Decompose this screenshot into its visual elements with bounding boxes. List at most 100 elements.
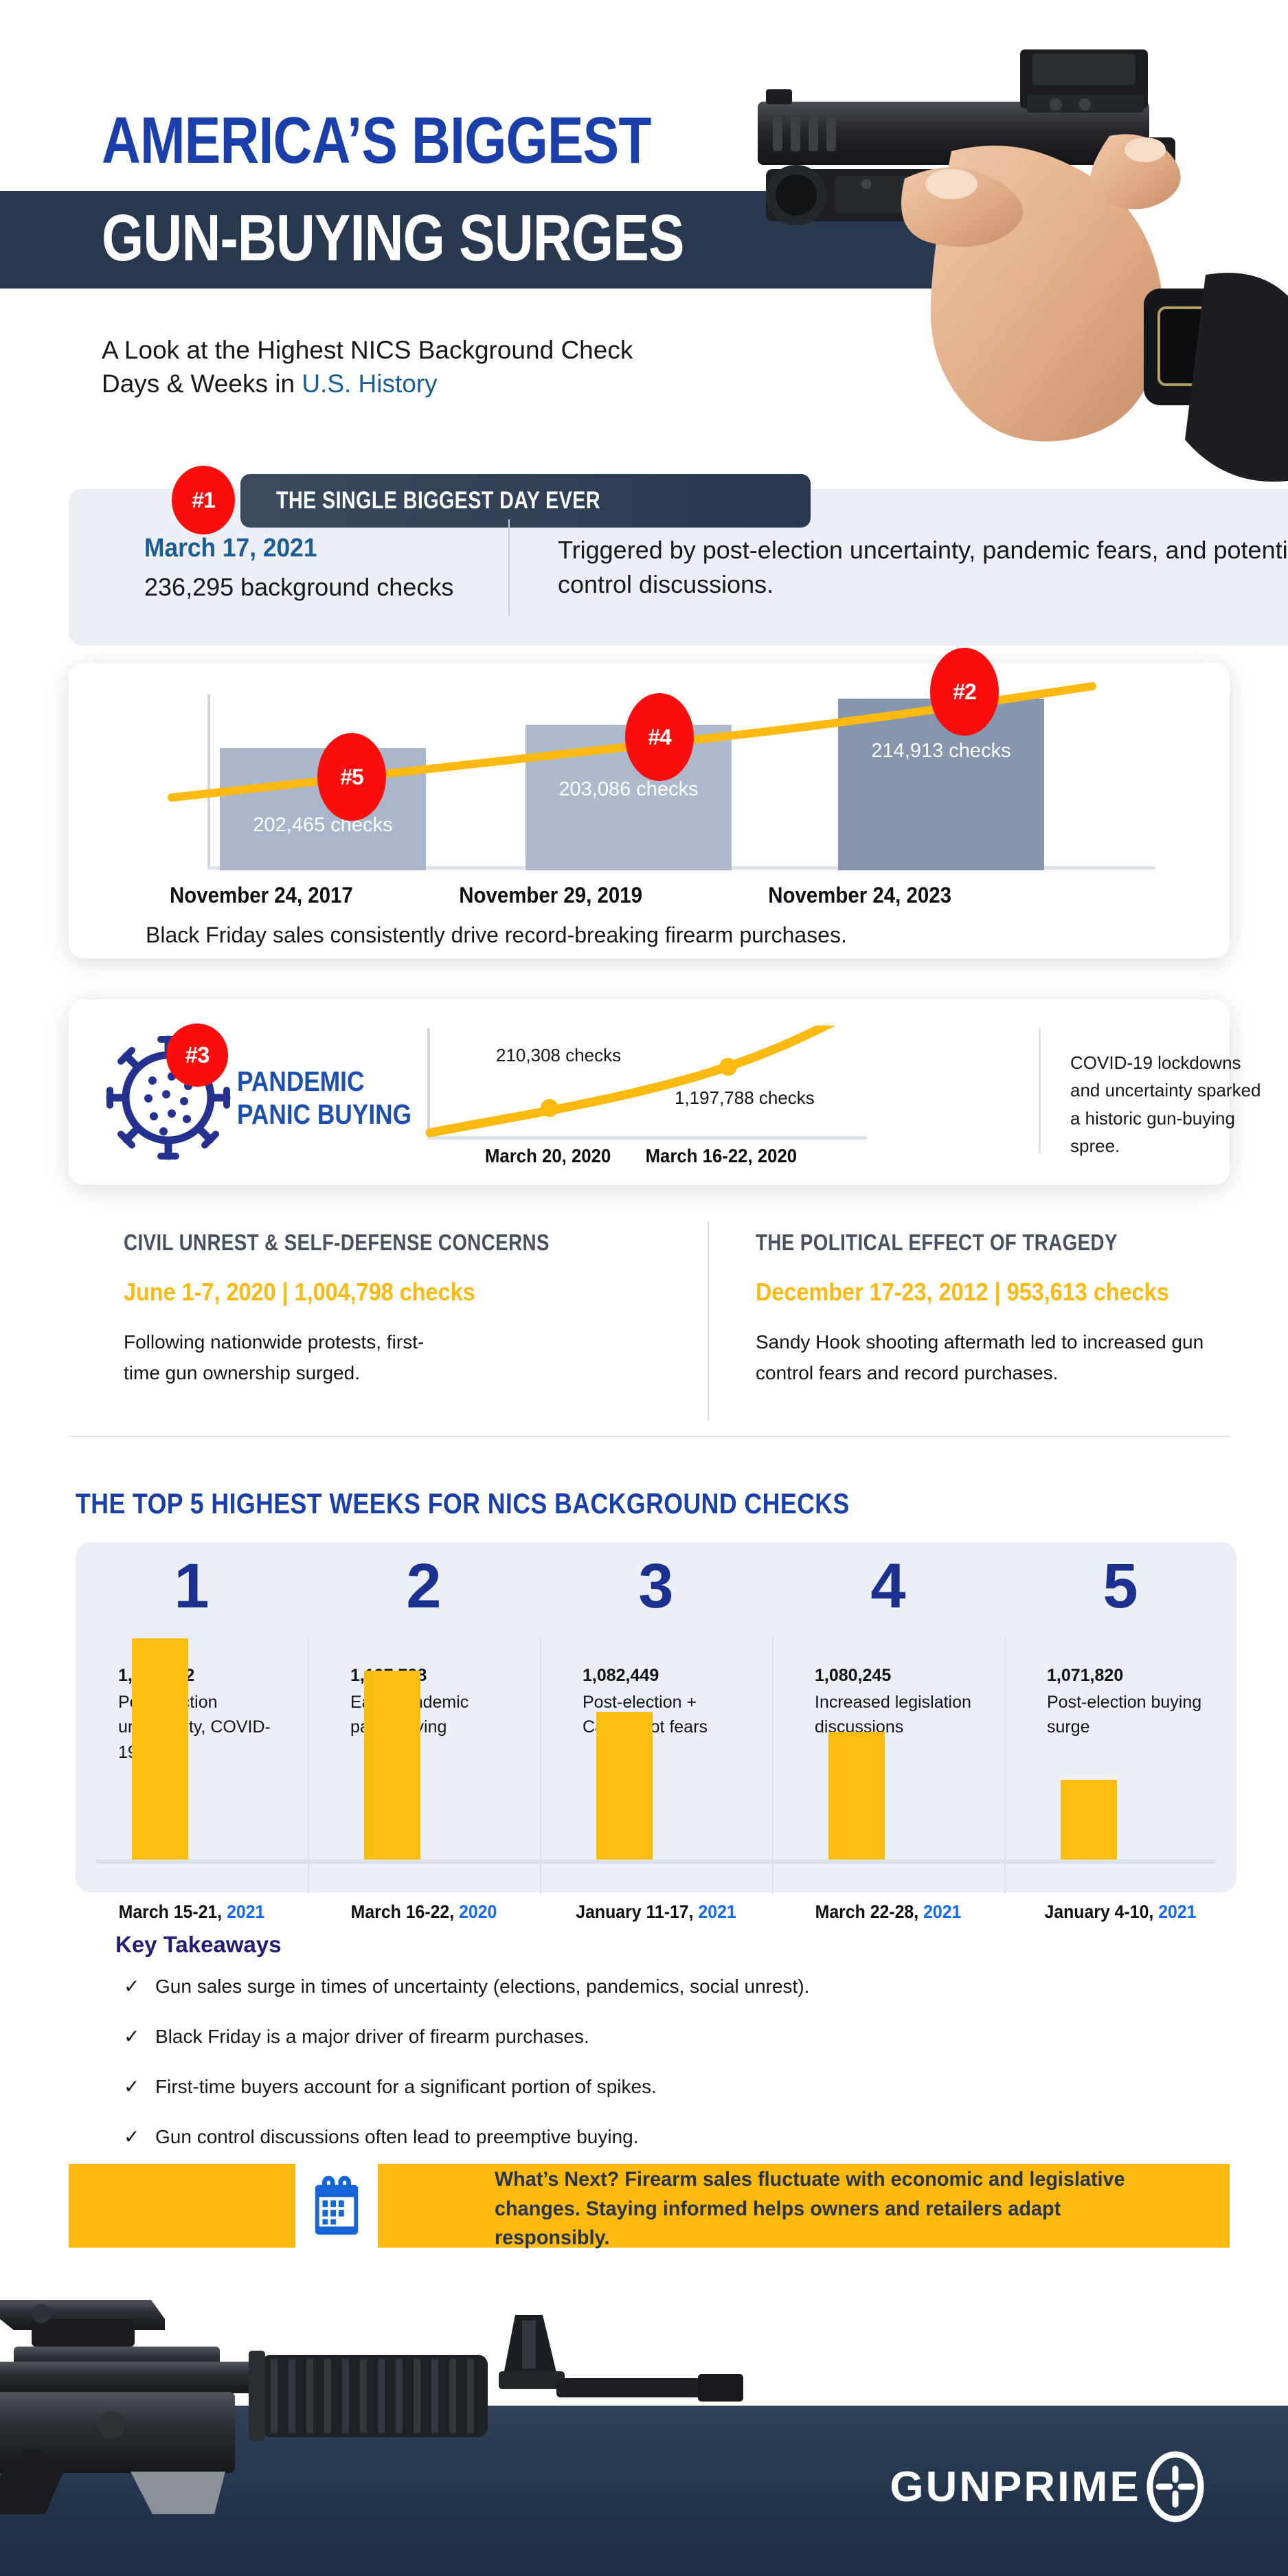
chart-y-axis bbox=[207, 694, 210, 869]
date-text: January 11-17, bbox=[576, 1901, 694, 1922]
footer-logo[interactable]: GUNPRIME bbox=[890, 2451, 1204, 2522]
rank-badge-5: #5 bbox=[317, 733, 386, 821]
pistol-in-hand-photo bbox=[758, 49, 1288, 482]
top5-bar bbox=[1061, 1780, 1117, 1860]
date-year: 2021 bbox=[923, 1901, 962, 1922]
pandemic-divider bbox=[1039, 1028, 1041, 1153]
date-year: 2021 bbox=[698, 1901, 736, 1922]
subtitle-prefix: Days & Weeks in bbox=[102, 370, 302, 398]
date-year: 2020 bbox=[459, 1901, 497, 1922]
biggest-day-date: March 17, 2021 bbox=[144, 533, 317, 563]
section-rule bbox=[69, 1436, 1230, 1437]
vertical-divider bbox=[508, 519, 510, 615]
subtitle-line2: Days & Weeks in U.S. History bbox=[102, 367, 633, 400]
check-icon: ✓ bbox=[124, 2076, 140, 2097]
civil-unrest-heading: CIVIL UNREST & SELF-DEFENSE CONCERNS bbox=[124, 1230, 550, 1255]
key-takeaway-text: Black Friday is a major driver of firear… bbox=[155, 2026, 589, 2047]
key-takeaway-text: First-time buyers account for a signific… bbox=[155, 2076, 657, 2097]
ar15-rifle-photo bbox=[0, 2300, 743, 2514]
biggest-day-tab: THE SINGLE BIGGEST DAY EVER bbox=[240, 474, 811, 528]
pandemic-line bbox=[425, 1026, 835, 1138]
rank-badge-2: #2 bbox=[930, 648, 999, 736]
x-label-2017: November 24, 2017 bbox=[170, 883, 353, 907]
hero-section: AMERICA’S BIGGEST GUN-BUYING SURGES A Lo… bbox=[0, 0, 1288, 482]
top5-rank: 4 bbox=[870, 1551, 906, 1621]
column-separator bbox=[308, 1638, 309, 1894]
biggest-day-description: Triggered by post-election uncertainty, … bbox=[558, 535, 1288, 598]
date-text: January 4-10, bbox=[1044, 1901, 1154, 1922]
civil-unrest-column: CIVIL UNREST & SELF-DEFENSE CONCERNS Jun… bbox=[124, 1230, 646, 1389]
top5-bar bbox=[364, 1671, 420, 1860]
top5-rank: 3 bbox=[638, 1551, 674, 1621]
biggest-day-checks: 236,295 background checks bbox=[144, 572, 454, 601]
key-takeaway-text: Gun sales surge in times of uncertainty … bbox=[155, 1976, 810, 1997]
top5-value: 1,082,449 bbox=[583, 1666, 659, 1685]
top5-date-labels: March 15-21, 2021 March 16-22, 2020 Januar… bbox=[76, 1901, 1236, 1923]
context-columns-section: CIVIL UNREST & SELF-DEFENSE CONCERNS Jun… bbox=[69, 1221, 1230, 1421]
subtitle-line1: A Look at the Highest NICS Background Ch… bbox=[102, 336, 633, 364]
x-label-2019: November 29, 2019 bbox=[459, 883, 642, 907]
civil-unrest-highlight: June 1-7, 2020 | 1,004,798 checks bbox=[124, 1278, 475, 1306]
pandemic-chart: 210,308 checks 1,197,788 checks bbox=[419, 1026, 900, 1149]
top5-column-1: 11,218,002Post-election uncertainty, COV… bbox=[76, 1542, 308, 1893]
x-label-2023: November 24, 2023 bbox=[768, 883, 951, 907]
top5-rank: 1 bbox=[174, 1551, 210, 1621]
top5-value: 1,071,820 bbox=[1047, 1666, 1124, 1685]
bar-label-2019: 203,086 checks bbox=[558, 778, 699, 800]
black-friday-chart: 202,465 checks 203,086 checks 214,913 ch… bbox=[144, 648, 1155, 874]
key-takeaway-text: Gun control discussions often lead to pr… bbox=[155, 2126, 639, 2147]
pandemic-y-axis bbox=[427, 1028, 430, 1138]
whats-next-banner bbox=[69, 2164, 1230, 2248]
top5-date-label: March 16-22, 2020 bbox=[317, 1901, 531, 1923]
top5-title: THE TOP 5 HIGHEST WEEKS FOR NICS BACKGRO… bbox=[76, 1487, 850, 1519]
black-friday-note: Black Friday sales consistently drive re… bbox=[146, 923, 847, 947]
pandemic-title: PANDEMIC PANIC BUYING bbox=[237, 1065, 411, 1131]
page-subtitle: A Look at the Highest NICS Background Ch… bbox=[102, 333, 633, 400]
top5-date-label: March 22-28, 2021 bbox=[782, 1901, 995, 1923]
top5-date-label: January 11-17, 2021 bbox=[550, 1901, 763, 1923]
top5-card: 11,218,002Post-election uncertainty, COV… bbox=[76, 1542, 1236, 1894]
pandemic-x-axis bbox=[427, 1136, 867, 1140]
page-title-line1: AMERICA’S BIGGEST bbox=[102, 104, 651, 177]
date-year: 2021 bbox=[1158, 1901, 1197, 1922]
top5-column-2: 21,197,788Early pandemic panic buying bbox=[308, 1542, 540, 1894]
top5-bar bbox=[132, 1638, 188, 1860]
political-effect-heading: THE POLITICAL EFFECT OF TRAGEDY bbox=[756, 1230, 1118, 1255]
pandemic-title-line2: PANIC BUYING bbox=[237, 1098, 412, 1131]
key-takeaway-item: ✓ Gun control discussions often lead to p… bbox=[124, 2127, 1154, 2147]
top5-description: Post-election buying surge bbox=[1047, 1693, 1202, 1737]
top5-bar bbox=[828, 1732, 885, 1860]
political-effect-highlight: December 17-23, 2012 | 953,613 checks bbox=[756, 1278, 1169, 1306]
pandemic-title-line1: PANDEMIC bbox=[237, 1065, 365, 1097]
black-friday-x-labels: November 24, 2017 November 29, 2019 Nove… bbox=[144, 883, 1147, 908]
column-separator bbox=[772, 1638, 773, 1894]
civil-unrest-body: Following nationwide protests, first-tim… bbox=[124, 1331, 425, 1383]
brand-name: GUNPRIME bbox=[890, 2463, 1141, 2511]
bar-2023: 214,913 checks bbox=[838, 699, 1044, 870]
check-icon: ✓ bbox=[124, 2026, 140, 2047]
pandemic-section: #3 PANDEMIC PANIC BUYING 210,308 checks … bbox=[69, 999, 1261, 1185]
check-icon: ✓ bbox=[124, 2126, 140, 2147]
pandemic-description: COVID-19 lockdowns and uncertainty spark… bbox=[1070, 1052, 1261, 1156]
whats-next-text: What’s Next? Firearm sales fluctuate wit… bbox=[495, 2168, 1125, 2250]
top5-bar bbox=[596, 1712, 653, 1860]
top5-rank: 5 bbox=[1103, 1551, 1138, 1621]
pandemic-point2-label: 1,197,788 checks bbox=[675, 1087, 815, 1108]
bar-label-2017: 202,465 checks bbox=[253, 814, 393, 836]
crosshair-oval-icon bbox=[1146, 2451, 1204, 2522]
key-takeaway-item: ✓ First-time buyers account for a signifi… bbox=[124, 2077, 1154, 2097]
top5-columns: 11,218,002Post-election uncertainty, COV… bbox=[76, 1542, 1236, 1894]
column-separator bbox=[1004, 1638, 1006, 1894]
key-takeaway-item: ✓ Black Friday is a major driver of firea… bbox=[124, 2027, 1154, 2046]
rank-badge-1: #1 bbox=[172, 466, 235, 534]
key-takeaway-item: ✓ Gun sales surge in times of uncertainty… bbox=[124, 1977, 1154, 1996]
check-icon: ✓ bbox=[124, 1976, 140, 1997]
date-text: March 15-21, bbox=[118, 1901, 223, 1922]
calendar-icon bbox=[295, 2149, 378, 2264]
biggest-day-tab-label: THE SINGLE BIGGEST DAY EVER bbox=[276, 487, 600, 514]
top5-date-label: January 4-10, 2021 bbox=[1014, 1901, 1228, 1923]
date-year: 2021 bbox=[227, 1901, 265, 1922]
black-friday-section: 202,465 checks 203,086 checks 214,913 ch… bbox=[69, 648, 1230, 958]
key-takeaways-list: ✓ Gun sales surge in times of uncertainty… bbox=[124, 1977, 1154, 2178]
